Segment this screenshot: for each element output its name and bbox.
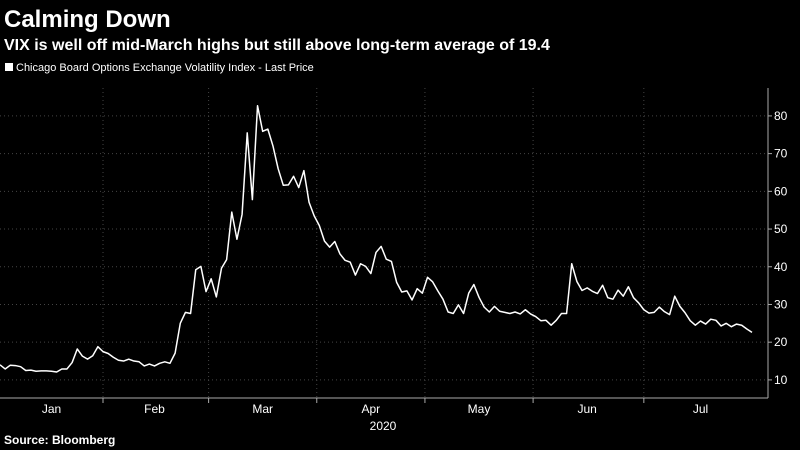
source: Source: Bloomberg bbox=[4, 433, 115, 447]
x-tick-label: Jun bbox=[577, 402, 596, 416]
legend-label: Chicago Board Options Exchange Volatilit… bbox=[16, 62, 314, 74]
y-tick-label: 10 bbox=[774, 373, 788, 387]
x-tick-label: Jan bbox=[42, 402, 61, 416]
x-tick-label: Jul bbox=[693, 402, 708, 416]
chart-subtitle: VIX is well off mid-March highs but stil… bbox=[4, 37, 550, 54]
x-tick-label: Mar bbox=[252, 402, 273, 416]
x-axis-label: 2020 bbox=[370, 419, 397, 433]
x-tick-label: May bbox=[468, 402, 491, 416]
x-tick-label: Feb bbox=[144, 402, 165, 416]
y-tick-label: 70 bbox=[774, 147, 788, 161]
chart-title: Calming Down bbox=[4, 6, 171, 33]
y-tick-label: 40 bbox=[774, 260, 788, 274]
y-tick-label: 20 bbox=[774, 335, 788, 349]
y-tick-label: 50 bbox=[774, 222, 788, 236]
x-tick-label: Apr bbox=[362, 402, 381, 416]
y-tick-label: 60 bbox=[774, 184, 788, 198]
legend-swatch bbox=[5, 63, 13, 71]
data-line bbox=[0, 104, 753, 373]
y-tick-label: 80 bbox=[774, 109, 788, 123]
y-tick-label: 30 bbox=[774, 297, 788, 311]
